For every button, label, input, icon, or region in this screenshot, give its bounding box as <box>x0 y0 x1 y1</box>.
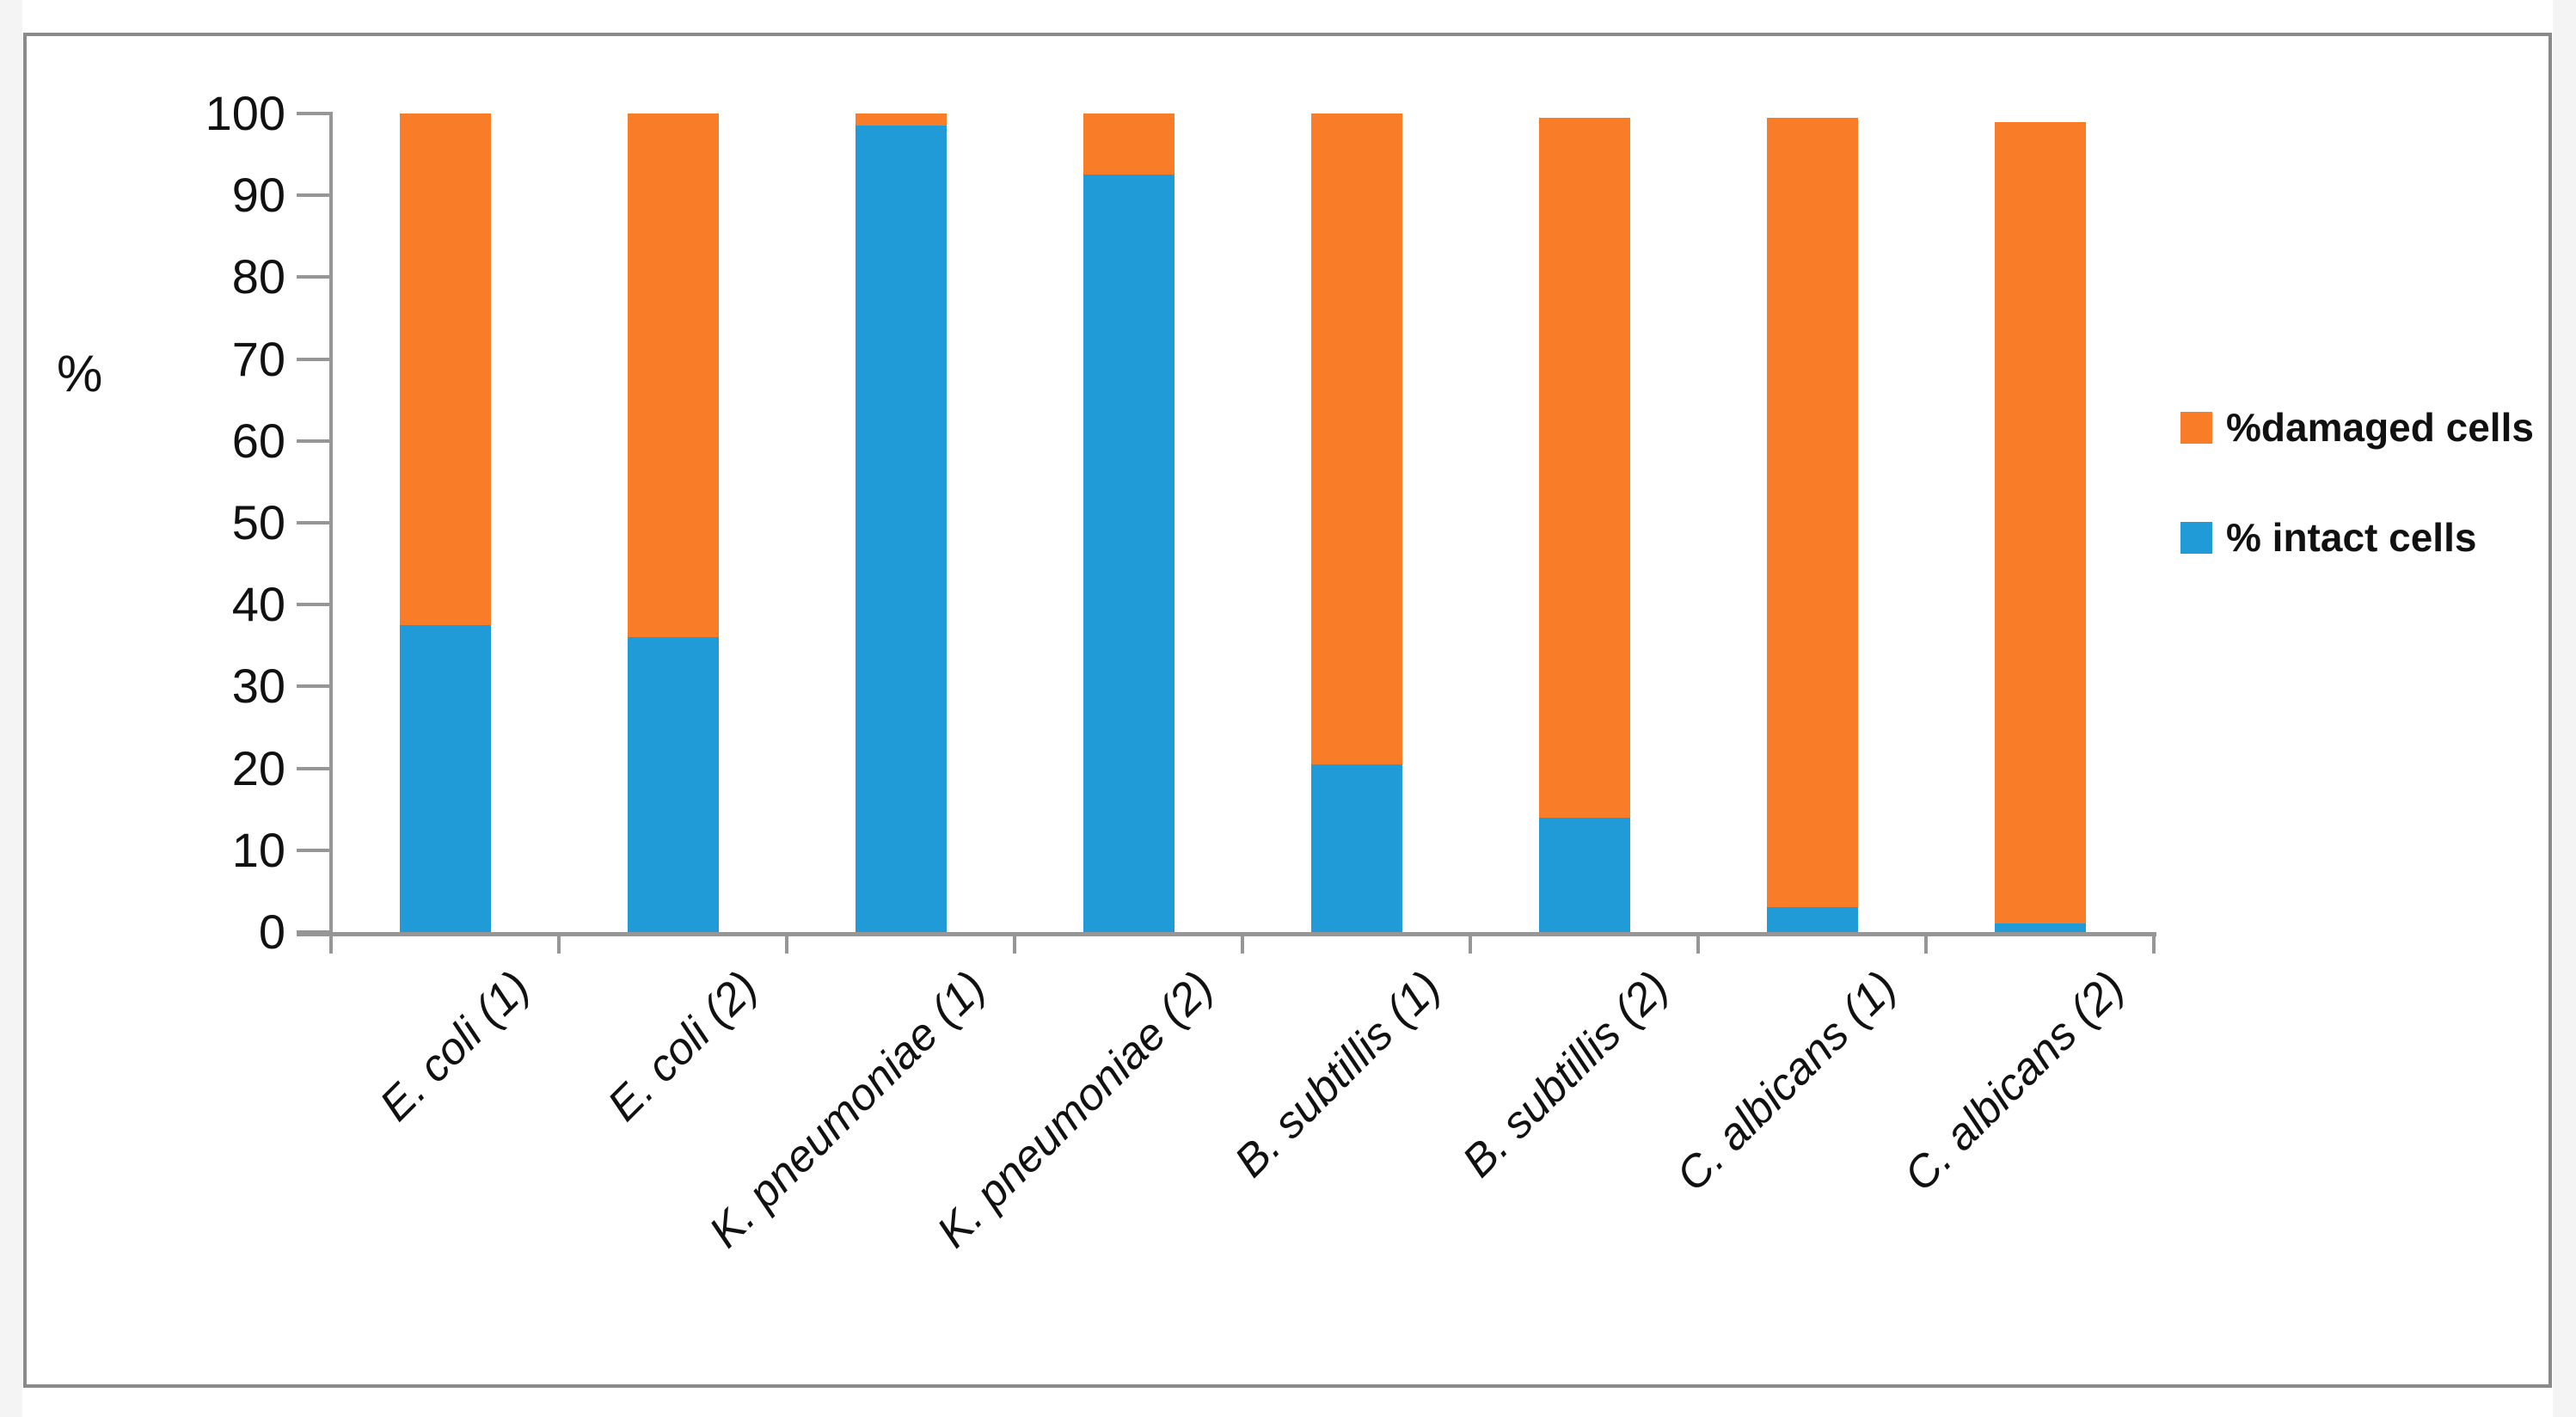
bar-c-albicans-1 <box>1766 117 1858 932</box>
x-tick <box>329 932 333 954</box>
x-tick <box>1013 932 1016 954</box>
y-tick-label: 90 <box>231 168 285 223</box>
page-background-right <box>2553 0 2576 1417</box>
legend-label-intact: % intact cells <box>2226 515 2477 560</box>
segment-damaged <box>1994 121 2086 924</box>
y-tick <box>297 766 332 770</box>
x-tick <box>785 932 788 954</box>
segment-damaged <box>627 113 719 638</box>
segment-damaged <box>855 113 947 126</box>
legend-label-damaged: %damaged cells <box>2226 405 2534 450</box>
segment-damaged <box>399 113 491 625</box>
y-tick-label: 40 <box>231 577 285 632</box>
y-tick <box>297 275 332 279</box>
y-tick-label: 10 <box>231 822 285 877</box>
y-tick-label: 50 <box>231 495 285 549</box>
y-tick <box>297 112 332 115</box>
bar-b-subtillis-1 <box>1310 113 1402 932</box>
segment-intact <box>855 126 947 932</box>
y-tick-label: 60 <box>231 413 285 468</box>
y-tick <box>297 684 332 689</box>
x-axis-line <box>297 932 2156 936</box>
y-tick-label: 0 <box>258 905 285 959</box>
bar-c-albicans-2 <box>1994 121 2086 932</box>
y-tick <box>297 848 332 852</box>
y-tick <box>297 439 332 443</box>
y-axis-title: % <box>57 345 103 402</box>
bar-k-pneumoniae-1 <box>855 113 947 932</box>
segment-intact <box>399 625 491 932</box>
x-tick <box>1696 932 1700 954</box>
bar-k-pneumoniae-2 <box>1083 113 1175 932</box>
y-tick <box>297 521 332 524</box>
segment-intact <box>1766 907 1858 932</box>
y-tick-label: 20 <box>231 740 285 795</box>
segment-damaged <box>1083 113 1175 175</box>
legend-item-intact: % intact cells <box>2180 514 2476 561</box>
x-tick <box>1241 932 1244 954</box>
segment-damaged <box>1538 117 1630 818</box>
x-tick <box>1469 932 1472 954</box>
y-tick-label: 80 <box>231 249 285 304</box>
segment-damaged <box>1766 117 1858 908</box>
y-tick-label: 30 <box>231 659 285 714</box>
segment-intact <box>1994 923 2086 932</box>
segment-intact <box>1310 764 1402 932</box>
x-tick <box>557 932 561 954</box>
y-axis-line <box>329 112 333 948</box>
x-tick <box>2152 932 2156 954</box>
page-background-left <box>0 0 22 1417</box>
legend-swatch-intact-icon <box>2180 521 2212 554</box>
bar-b-subtillis-2 <box>1538 117 1630 932</box>
y-tick <box>297 193 332 198</box>
segment-intact <box>1083 175 1175 932</box>
bar-e-coli-1 <box>399 113 491 932</box>
y-tick-label: 100 <box>205 86 285 140</box>
bar-e-coli-2 <box>627 113 719 932</box>
segment-intact <box>1538 817 1630 932</box>
y-tick <box>297 603 332 607</box>
legend-item-damaged: %damaged cells <box>2180 404 2534 451</box>
segment-damaged <box>1310 113 1402 764</box>
y-tick <box>297 357 332 361</box>
y-tick-label: 70 <box>231 331 285 386</box>
x-tick <box>1924 932 1928 954</box>
legend-swatch-damaged-icon <box>2180 411 2212 444</box>
segment-intact <box>627 637 719 932</box>
